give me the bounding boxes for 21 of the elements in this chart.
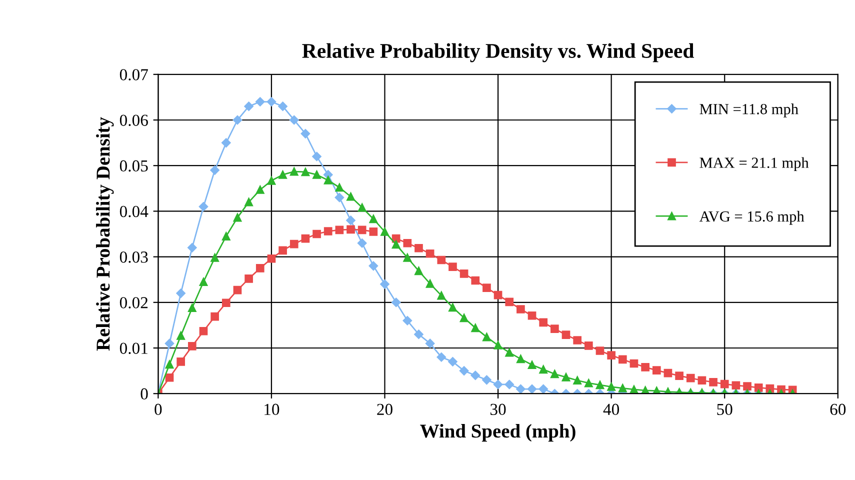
y-tick-label: 0 bbox=[140, 388, 148, 400]
legend-label: MAX = 21.1 mph bbox=[700, 157, 809, 172]
x-axis-title: Wind Speed (mph) bbox=[420, 424, 576, 442]
legend-label: AVG = 15.6 mph bbox=[699, 210, 804, 225]
x-tick-label: 40 bbox=[603, 404, 620, 416]
x-tick-label: 20 bbox=[377, 404, 392, 416]
chart-title: Relative Probability Density vs. Wind Speed bbox=[302, 43, 694, 62]
y-tick-label: 0.03 bbox=[120, 252, 148, 263]
y-axis-title: Relative Probability Density bbox=[96, 117, 114, 351]
x-tick-label: 10 bbox=[264, 404, 280, 416]
y-tick-label: 0.02 bbox=[120, 297, 148, 308]
legend-label: MIN =11.8 mph bbox=[700, 104, 798, 118]
y-tick-label: 0.01 bbox=[120, 342, 148, 354]
x-tick-label: 0 bbox=[154, 404, 162, 416]
y-tick-label: 0.06 bbox=[120, 114, 148, 126]
x-tick-label: 30 bbox=[490, 404, 506, 416]
x-tick-label: 60 bbox=[830, 404, 846, 416]
y-tick-label: 0.07 bbox=[120, 69, 148, 80]
y-tick-label: 0.04 bbox=[120, 206, 148, 218]
y-tick-label: 0.05 bbox=[120, 160, 148, 172]
x-tick-label: 50 bbox=[717, 404, 732, 416]
